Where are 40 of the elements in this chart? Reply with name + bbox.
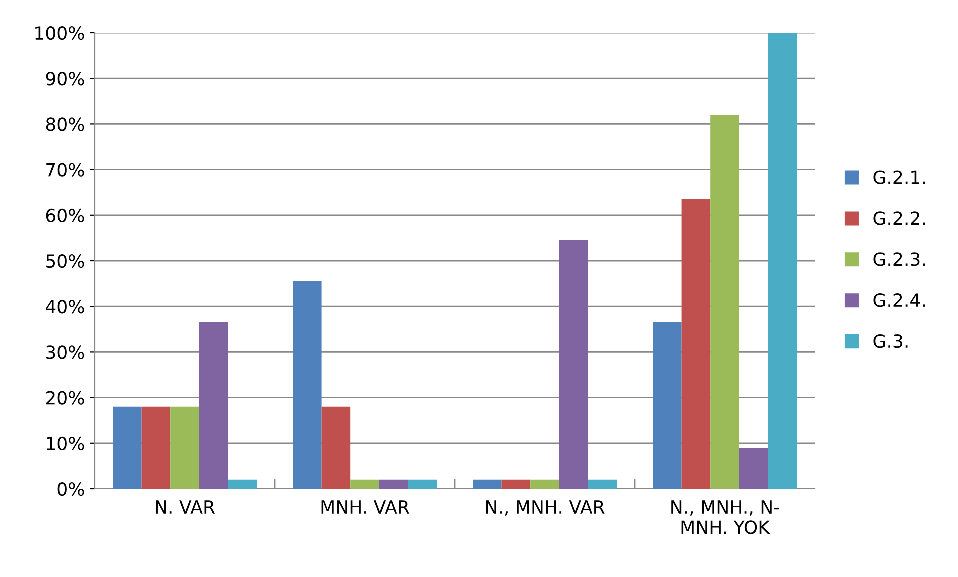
bar [682,199,711,489]
x-tick-label: N., MNH., N- MNH. YOK [672,500,780,534]
y-tick-label: 80% [46,118,84,132]
bar [408,480,437,489]
legend-label: G.3. [874,334,908,348]
x-tick-label: N. VAR [156,500,216,514]
bar [559,240,588,489]
legend-label: G.2.1. [874,170,925,184]
y-tick-label: 30% [46,346,84,360]
y-tick-label: 40% [46,300,84,314]
legend-label: G.2.4. [874,294,925,308]
y-tick-label: 100% [36,26,84,40]
bar [199,322,228,489]
bar [710,115,740,489]
bar [530,480,560,489]
bar [113,406,142,489]
bar [350,480,380,489]
bar [588,480,617,489]
legend-label: G.2.3. [874,252,925,266]
legend-label: G.2.2. [874,212,925,226]
y-tick-label: 10% [47,436,84,451]
y-tick-label: 20% [46,391,84,405]
y-tick-label: 50% [46,254,84,268]
bar [379,480,408,489]
x-tick-label: N., MNH. VAR [486,500,605,516]
bar [653,322,682,489]
bar [170,406,200,489]
bar [142,406,171,489]
bar [293,282,322,489]
y-tick-label: 60% [46,208,84,223]
x-tick-label: MNH. VAR [322,500,410,514]
bar [739,448,768,489]
bar [322,406,351,489]
y-tick-label: 70% [46,163,84,177]
bar [768,33,797,489]
y-tick-label: 0% [58,482,84,496]
bar [228,480,257,489]
y-tick-label: 90% [46,72,84,86]
bar [473,480,502,489]
bar [502,480,531,489]
